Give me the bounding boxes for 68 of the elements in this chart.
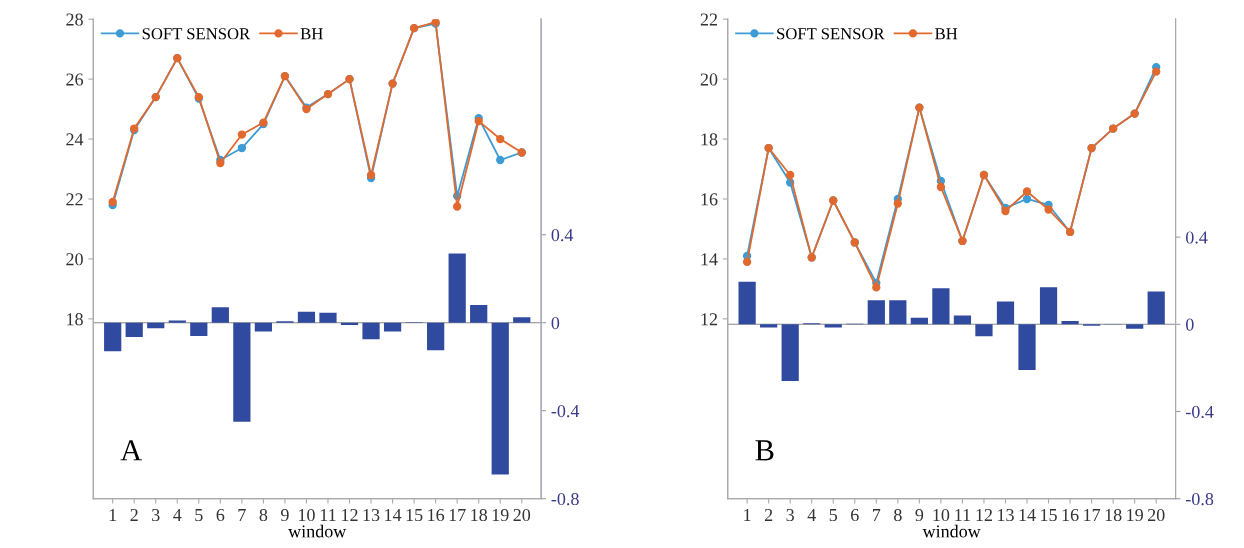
x-tick-label: 12 <box>342 508 358 521</box>
annotation: B <box>755 440 774 461</box>
x-tick-label: 7 <box>872 509 881 521</box>
x-tick-label: 20 <box>513 508 531 522</box>
legend-label: BH <box>300 28 323 40</box>
y2-tick-label: -0.4 <box>551 404 580 418</box>
x-tick-label: 15 <box>1041 509 1057 522</box>
y2-tick-label: 0 <box>551 316 560 330</box>
x-tick-label: 18 <box>1105 508 1122 522</box>
x-tick-label: 10 <box>299 508 315 522</box>
x-tick-label: 4 <box>807 509 816 521</box>
x-tick-label: 6 <box>851 508 859 522</box>
x-axis-title: window <box>288 524 347 538</box>
x-tick-label: 9 <box>915 508 924 522</box>
y2-tick-label: 0.4 <box>1185 231 1208 244</box>
x-tick-label: 5 <box>195 509 203 522</box>
x-tick-label: 15 <box>406 509 423 522</box>
x-tick-label: 10 <box>933 508 950 522</box>
y-tick-label: 20 <box>66 253 83 266</box>
x-tick-label: 1 <box>744 509 751 521</box>
x-tick-label: 2 <box>130 508 138 521</box>
x-tick-label: 11 <box>320 509 336 521</box>
y-tick-label: 14 <box>701 253 718 266</box>
x-tick-label: 14 <box>1019 509 1036 521</box>
y2-tick-label: -0.4 <box>1185 405 1214 419</box>
x-tick-label: 16 <box>428 508 445 522</box>
y2-tick-label: 0.4 <box>551 228 574 242</box>
x-tick-label: 1 <box>109 509 117 521</box>
x-tick-label: 18 <box>471 508 488 522</box>
x-tick-label: 7 <box>238 509 246 521</box>
y-tick-label: 18 <box>701 133 718 146</box>
legend-label: SOFT SENSOR <box>777 28 885 40</box>
x-tick-label: 20 <box>1147 508 1165 522</box>
x-tick-label: 17 <box>449 509 466 521</box>
x-tick-label: 6 <box>216 508 225 522</box>
y-tick-label: 22 <box>700 13 718 26</box>
x-tick-label: 3 <box>786 508 794 522</box>
y-tick-label: 24 <box>66 133 84 146</box>
x-tick-label: 19 <box>492 508 509 522</box>
x-tick-label: 5 <box>829 509 838 522</box>
x-tick-label: 12 <box>976 508 992 521</box>
x-tick-label: 8 <box>259 508 268 522</box>
x-tick-label: 3 <box>152 508 160 522</box>
x-tick-label: 13 <box>363 508 380 522</box>
x-tick-label: 14 <box>385 509 402 521</box>
legend-label: BH <box>935 28 958 40</box>
x-tick-label: 8 <box>894 508 902 522</box>
y-tick-label: 20 <box>700 73 718 86</box>
y-tick-label: 22 <box>66 193 83 206</box>
x-tick-label: 4 <box>173 509 182 521</box>
x-tick-label: 13 <box>998 508 1014 522</box>
y-tick-label: 26 <box>66 73 84 86</box>
x-tick-label: 11 <box>955 509 971 521</box>
x-tick-label: 17 <box>1084 509 1101 521</box>
y2-tick-label: 0 <box>1185 318 1194 331</box>
x-axis-title: window <box>922 524 981 538</box>
y2-tick-label: -0.8 <box>551 492 579 506</box>
x-tick-label: 19 <box>1127 508 1143 522</box>
legend-label: SOFT SENSOR <box>142 28 251 40</box>
y2-tick-label: -0.8 <box>1185 492 1214 506</box>
annotation: A <box>120 440 143 461</box>
x-tick-label: 2 <box>764 508 773 521</box>
y-tick-label: 28 <box>66 13 83 26</box>
y-tick-label: 18 <box>67 313 83 326</box>
y-tick-label: 16 <box>701 193 718 206</box>
y-tick-label: 12 <box>701 313 718 326</box>
x-tick-label: 9 <box>280 508 289 522</box>
x-tick-label: 16 <box>1062 508 1079 522</box>
